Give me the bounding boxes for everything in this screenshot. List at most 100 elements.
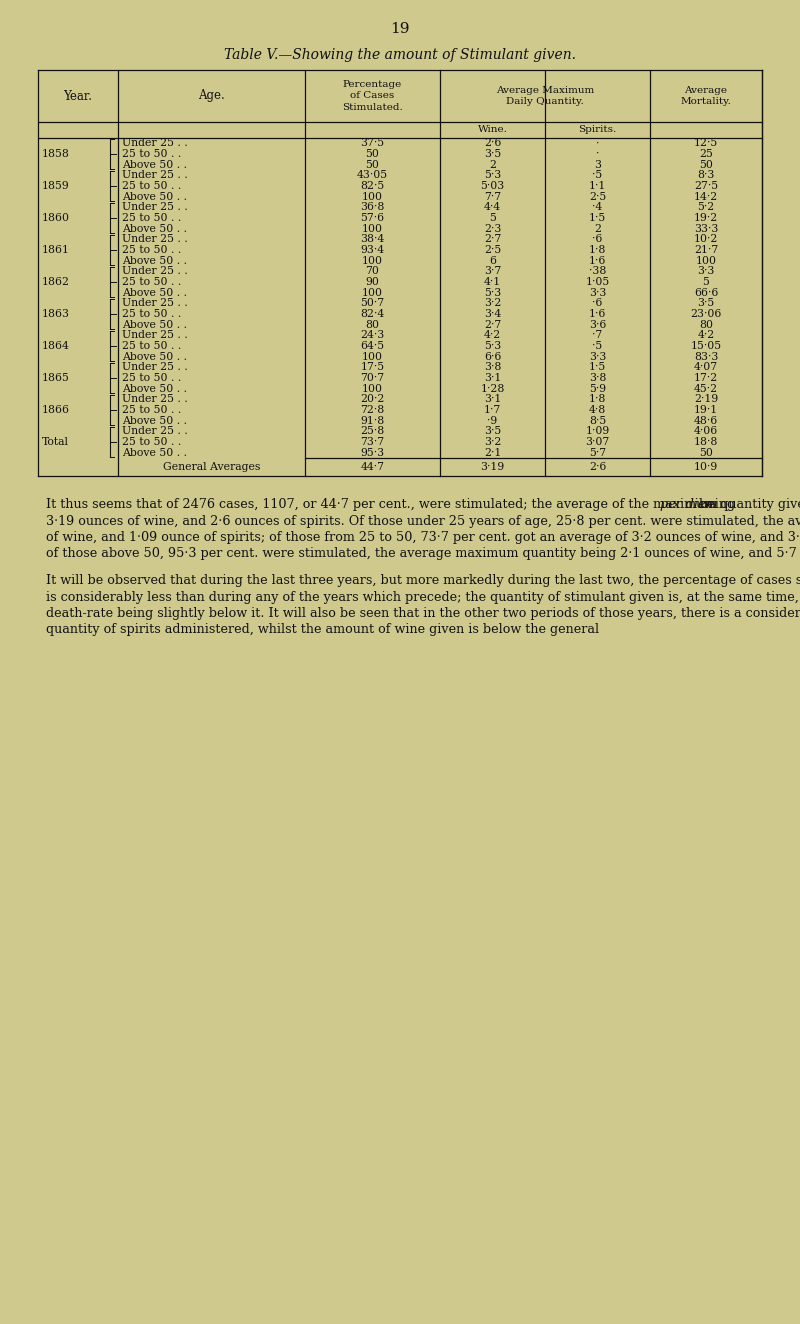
Text: 66·6: 66·6: [694, 287, 718, 298]
Text: ·: ·: [596, 150, 599, 159]
Text: 3·2: 3·2: [484, 437, 501, 448]
Text: 12·5: 12·5: [694, 138, 718, 148]
Text: 48·6: 48·6: [694, 416, 718, 426]
Text: ·6: ·6: [592, 234, 602, 245]
Text: 1·7: 1·7: [484, 405, 501, 414]
Text: Above 50 . .: Above 50 . .: [122, 160, 187, 169]
Text: 3·5: 3·5: [484, 150, 501, 159]
Text: 83·3: 83·3: [694, 352, 718, 361]
Text: Above 50 . .: Above 50 . .: [122, 319, 187, 330]
Text: 14·2: 14·2: [694, 192, 718, 201]
Text: quantity of spirits administered, whilst the amount of wine given is below the g: quantity of spirits administered, whilst…: [46, 624, 599, 637]
Text: 19·1: 19·1: [694, 405, 718, 414]
Text: ·6: ·6: [592, 298, 602, 308]
Text: 5·3: 5·3: [484, 287, 501, 298]
Text: 15·05: 15·05: [690, 342, 722, 351]
Text: 100: 100: [362, 224, 383, 233]
Text: 4·8: 4·8: [589, 405, 606, 414]
Text: 70: 70: [366, 266, 379, 277]
Text: 3·3: 3·3: [698, 266, 714, 277]
Text: 19·2: 19·2: [694, 213, 718, 222]
Text: 25 to 50 . .: 25 to 50 . .: [122, 342, 182, 351]
Text: ·5: ·5: [592, 342, 602, 351]
Text: 19: 19: [390, 23, 410, 36]
Text: 37·5: 37·5: [361, 138, 385, 148]
Text: Under 25 . .: Under 25 . .: [122, 203, 188, 212]
Text: ·9: ·9: [487, 416, 498, 426]
Text: 2·5: 2·5: [589, 192, 606, 201]
Text: 4·1: 4·1: [484, 277, 501, 287]
Text: ·7: ·7: [592, 330, 602, 340]
Text: 64·5: 64·5: [361, 342, 385, 351]
Text: 23·06: 23·06: [690, 308, 722, 319]
Text: 1·09: 1·09: [586, 426, 610, 437]
Text: 25 to 50 . .: 25 to 50 . .: [122, 308, 182, 319]
Text: Under 25 . .: Under 25 . .: [122, 426, 188, 437]
Text: Average
Mortality.: Average Mortality.: [681, 86, 731, 106]
Text: Under 25 . .: Under 25 . .: [122, 171, 188, 180]
Text: 3·2: 3·2: [484, 298, 501, 308]
Text: 93·4: 93·4: [361, 245, 385, 256]
Text: death-rate being slightly below it. It will also be seen that in the other two p: death-rate being slightly below it. It w…: [46, 606, 800, 620]
Text: 25 to 50 . .: 25 to 50 . .: [122, 150, 182, 159]
Text: 3·6: 3·6: [589, 319, 606, 330]
Text: 27·5: 27·5: [694, 181, 718, 191]
Text: 25 to 50 . .: 25 to 50 . .: [122, 245, 182, 256]
Text: 50: 50: [699, 448, 713, 458]
Text: 3·07: 3·07: [586, 437, 610, 448]
Text: 50: 50: [699, 160, 713, 169]
Text: 90: 90: [366, 277, 379, 287]
Text: ·: ·: [596, 138, 599, 148]
Text: 2·19: 2·19: [694, 395, 718, 404]
Text: 72·8: 72·8: [360, 405, 385, 414]
Text: 25: 25: [699, 150, 713, 159]
Text: Under 25 . .: Under 25 . .: [122, 266, 188, 277]
Text: Under 25 . .: Under 25 . .: [122, 298, 188, 308]
Text: 3·8: 3·8: [484, 363, 501, 372]
Text: General Averages: General Averages: [163, 462, 260, 471]
Text: 1·1: 1·1: [589, 181, 606, 191]
Text: Above 50 . .: Above 50 . .: [122, 416, 187, 426]
Text: Wine.: Wine.: [478, 126, 507, 135]
Text: Table V.—Showing the amount of Stimulant given.: Table V.—Showing the amount of Stimulant…: [224, 48, 576, 62]
Text: 100: 100: [362, 287, 383, 298]
Text: 17·5: 17·5: [361, 363, 385, 372]
Text: 2·3: 2·3: [484, 224, 501, 233]
Text: 5·3: 5·3: [484, 342, 501, 351]
Text: Average Maximum
Daily Quantity.: Average Maximum Daily Quantity.: [496, 86, 594, 106]
Text: 38·4: 38·4: [360, 234, 385, 245]
Text: Spirits.: Spirits.: [578, 126, 617, 135]
Text: 20·2: 20·2: [360, 395, 385, 404]
Text: 25·8: 25·8: [360, 426, 385, 437]
Text: 45·2: 45·2: [694, 384, 718, 393]
Text: 10·9: 10·9: [694, 462, 718, 471]
Text: 8·5: 8·5: [589, 416, 606, 426]
Text: 1858: 1858: [42, 150, 70, 159]
Text: 3·5: 3·5: [484, 426, 501, 437]
Text: 1·5: 1·5: [589, 363, 606, 372]
Text: 10·2: 10·2: [694, 234, 718, 245]
Text: 36·8: 36·8: [360, 203, 385, 212]
Text: Above 50 . .: Above 50 . .: [122, 256, 187, 266]
Text: 82·5: 82·5: [360, 181, 385, 191]
Text: Under 25 . .: Under 25 . .: [122, 138, 188, 148]
Text: 4·4: 4·4: [484, 203, 501, 212]
Text: 73·7: 73·7: [361, 437, 385, 448]
Text: It thus seems that of 2476 cases, 1107, or 44·7 per cent., were stimulated; the : It thus seems that of 2476 cases, 1107, …: [46, 498, 800, 511]
Text: 50: 50: [366, 150, 379, 159]
Text: 25 to 50 . .: 25 to 50 . .: [122, 181, 182, 191]
Text: Under 25 . .: Under 25 . .: [122, 363, 188, 372]
Text: 50·7: 50·7: [361, 298, 385, 308]
Text: 2·1: 2·1: [484, 448, 501, 458]
Text: 1866: 1866: [42, 405, 70, 414]
Text: 3·19: 3·19: [480, 462, 505, 471]
Text: 1·28: 1·28: [480, 384, 505, 393]
Text: 2·6: 2·6: [484, 138, 501, 148]
Text: of wine, and 1·09 ounce of spirits; of those from 25 to 50, 73·7 per cent. got a: of wine, and 1·09 ounce of spirits; of t…: [46, 531, 800, 544]
Text: 2·6: 2·6: [589, 462, 606, 471]
Text: 100: 100: [695, 256, 717, 266]
Text: Above 50 . .: Above 50 . .: [122, 224, 187, 233]
Text: 3·3: 3·3: [589, 352, 606, 361]
Text: 80: 80: [366, 319, 379, 330]
Text: 1·05: 1·05: [586, 277, 610, 287]
